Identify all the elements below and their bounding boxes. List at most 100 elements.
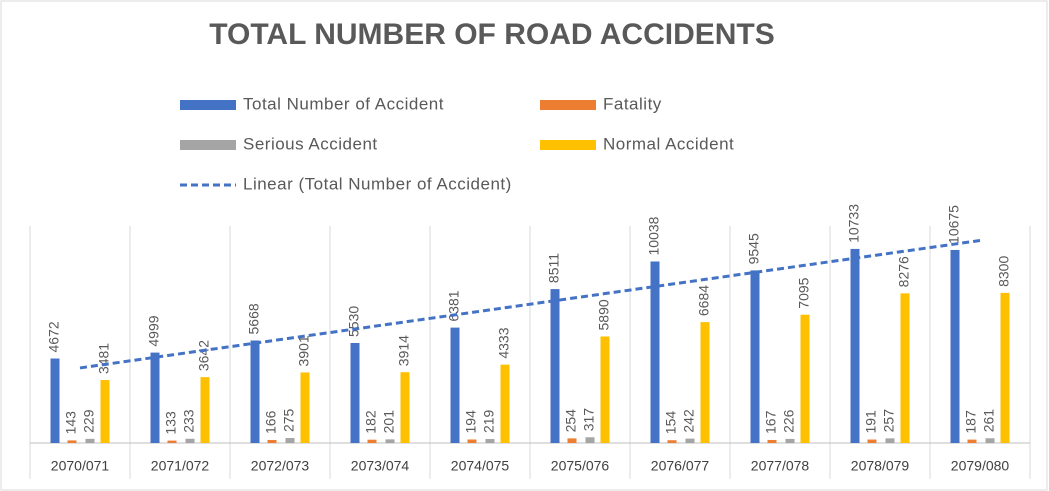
data-label: 257 <box>881 409 897 433</box>
legend-label: Normal Accident <box>603 134 734 153</box>
bar <box>585 437 595 443</box>
data-label: 10733 <box>846 204 862 243</box>
data-label: 4672 <box>46 321 62 352</box>
bar <box>985 438 995 443</box>
x-tick-label: 2078/079 <box>851 458 910 474</box>
bar <box>267 439 277 443</box>
bar <box>750 270 760 443</box>
data-label: 3914 <box>396 335 412 366</box>
bar <box>285 438 295 443</box>
x-tick-label: 2073/074 <box>351 458 410 474</box>
bar <box>150 352 160 443</box>
data-label: 8300 <box>996 256 1012 287</box>
x-tick-label: 2076/077 <box>651 458 710 474</box>
x-tick-label: 2075/076 <box>551 458 610 474</box>
bar <box>85 438 95 443</box>
data-label: 3642 <box>196 340 212 371</box>
data-label: 182 <box>363 410 379 434</box>
legend-swatch <box>540 140 596 150</box>
bar <box>400 372 410 443</box>
data-label: 133 <box>163 411 179 435</box>
bar <box>967 439 977 443</box>
bar <box>185 438 195 443</box>
data-label: 8511 <box>546 253 562 283</box>
bar <box>50 358 60 443</box>
data-label: 166 <box>263 410 279 434</box>
bar <box>867 439 877 443</box>
bar <box>767 439 777 443</box>
bar <box>650 261 660 443</box>
bar <box>567 438 577 443</box>
bar <box>1000 292 1010 443</box>
data-label: 5668 <box>246 303 262 334</box>
bar <box>367 439 377 443</box>
data-label: 254 <box>563 409 579 433</box>
x-tick-label: 2071/072 <box>151 458 210 474</box>
x-tick-label: 2070/071 <box>51 458 110 474</box>
bar <box>700 322 710 443</box>
bar <box>67 440 77 443</box>
bar <box>500 364 510 443</box>
bar <box>485 439 495 443</box>
x-tick-label: 2079/080 <box>951 458 1010 474</box>
bar <box>467 439 477 443</box>
data-label: 242 <box>681 409 697 433</box>
data-label: 4999 <box>146 315 162 346</box>
data-label: 10038 <box>646 216 662 255</box>
bar <box>385 439 395 443</box>
bar <box>250 340 260 443</box>
data-label: 5890 <box>596 299 612 330</box>
data-label: 143 <box>63 411 79 435</box>
data-label: 226 <box>781 409 797 433</box>
data-label: 154 <box>663 411 679 435</box>
bar <box>950 249 960 443</box>
bar <box>450 327 460 443</box>
x-tick-label: 2077/078 <box>751 458 810 474</box>
bar <box>350 342 360 443</box>
data-label: 201 <box>381 410 397 434</box>
bar <box>850 248 860 443</box>
bar <box>785 438 795 443</box>
bar <box>900 293 910 443</box>
data-label: 6684 <box>696 285 712 316</box>
data-label: 167 <box>763 410 779 434</box>
data-label: 10675 <box>946 205 962 244</box>
chart-title: TOTAL NUMBER OF ROAD ACCIDENTS <box>209 18 775 51</box>
data-label: 275 <box>281 408 297 432</box>
bar <box>600 336 610 443</box>
data-label: 8276 <box>896 256 912 287</box>
bar <box>685 438 695 443</box>
bar <box>200 377 210 443</box>
bar <box>885 438 895 443</box>
data-label: 6381 <box>446 290 462 321</box>
bar <box>800 314 810 443</box>
data-label: 3901 <box>296 335 312 366</box>
bar <box>100 380 110 443</box>
data-label: 191 <box>863 410 879 434</box>
data-label: 317 <box>581 408 597 432</box>
data-label: 9545 <box>746 233 762 264</box>
legend-label: Linear (Total Number of Accident) <box>243 174 512 193</box>
data-label: 261 <box>981 409 997 433</box>
data-label: 187 <box>963 410 979 434</box>
data-label: 219 <box>481 409 497 433</box>
data-label: 7095 <box>796 277 812 308</box>
data-label: 233 <box>181 409 197 433</box>
legend-swatch <box>540 100 596 110</box>
bar <box>167 440 177 443</box>
data-label: 229 <box>81 409 97 433</box>
trend-line <box>79 239 981 370</box>
bar <box>300 372 310 443</box>
legend-swatch <box>180 100 236 110</box>
data-label: 5530 <box>346 306 362 337</box>
legend-swatch <box>180 140 236 150</box>
legend-label: Total Number of Accident <box>243 94 444 113</box>
legend-label: Serious Accident <box>243 134 378 153</box>
x-tick-label: 2072/073 <box>251 458 310 474</box>
data-label: 4333 <box>496 327 512 358</box>
bar <box>667 440 677 443</box>
data-label: 194 <box>463 410 479 434</box>
data-label: 3481 <box>96 343 112 374</box>
